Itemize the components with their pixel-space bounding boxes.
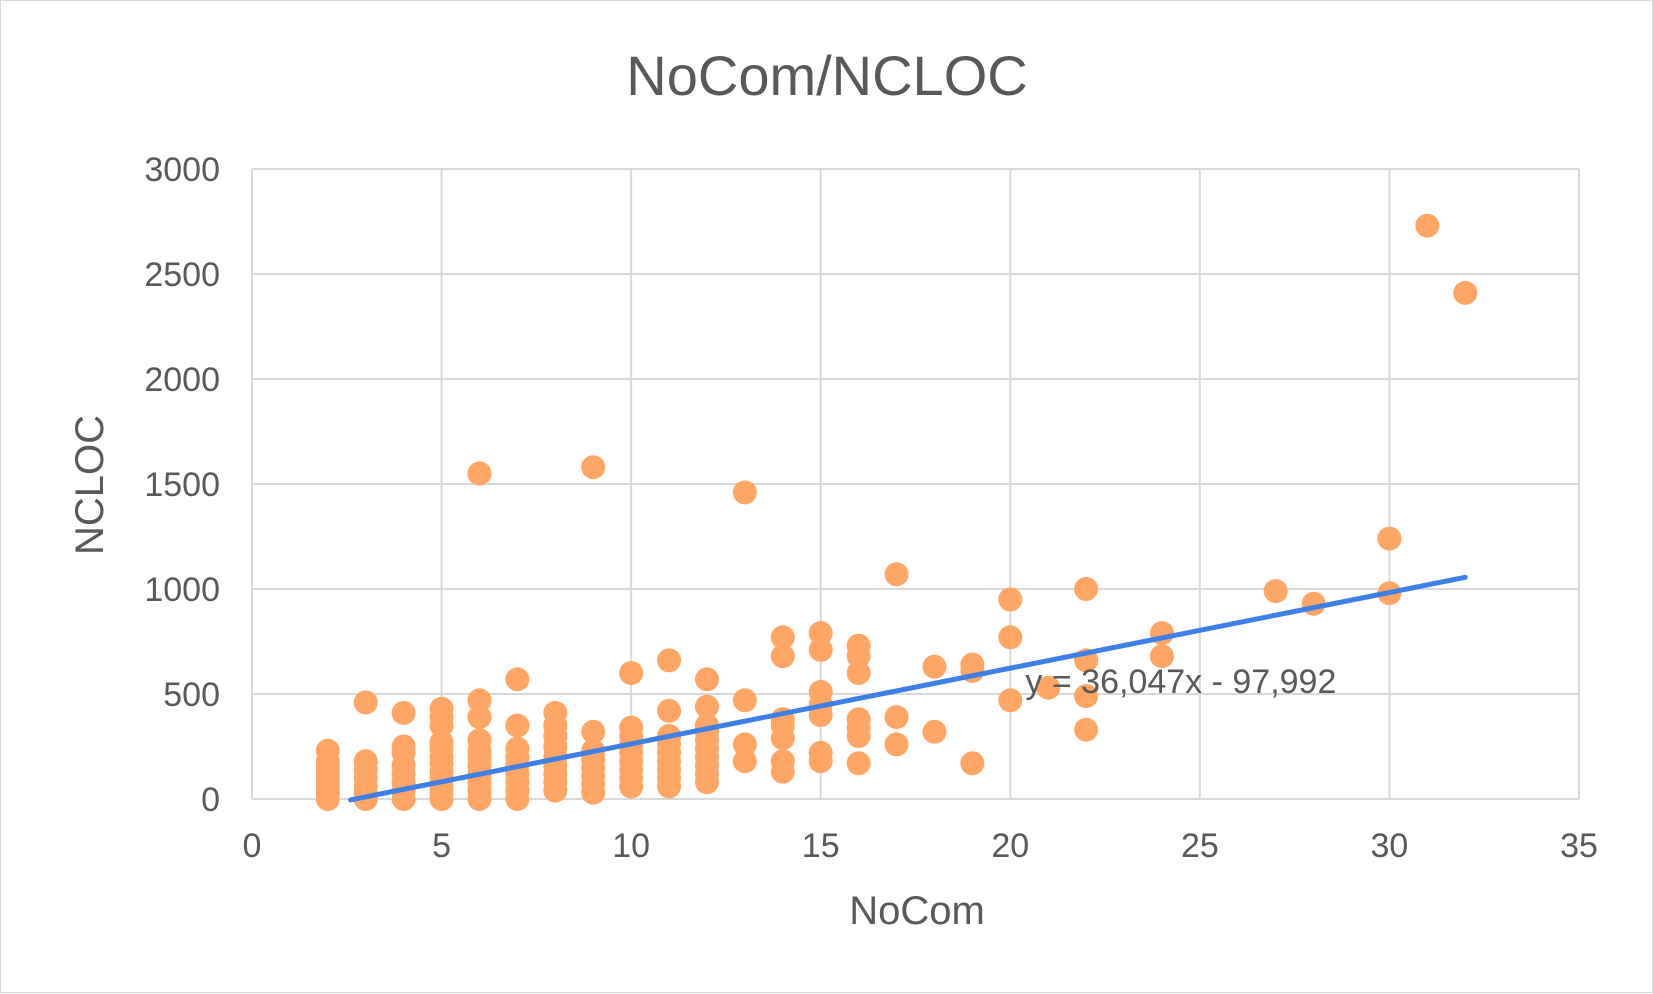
axis-tick-labels: 0 5 10 15 20 25 30 35 0 500 1000 1500 2000 2500 3000 xyxy=(144,151,1598,865)
data-point xyxy=(353,749,378,774)
data-point xyxy=(657,648,682,673)
data-point xyxy=(429,730,454,755)
data-point xyxy=(884,732,909,757)
data-point xyxy=(732,732,757,757)
x-axis-title: NoCom xyxy=(849,889,985,933)
data-point xyxy=(505,667,530,692)
data-point xyxy=(1036,675,1061,700)
data-point xyxy=(998,587,1023,612)
data-point xyxy=(884,705,909,730)
data-point xyxy=(884,562,909,587)
data-point xyxy=(770,749,795,774)
data-points xyxy=(315,213,1478,811)
data-point xyxy=(770,625,795,650)
data-point xyxy=(732,480,757,505)
data-point xyxy=(998,688,1023,713)
data-point xyxy=(732,749,757,774)
x-tick-label: 10 xyxy=(612,827,650,865)
y-tick-label: 0 xyxy=(201,781,220,819)
data-point xyxy=(732,688,757,713)
data-point xyxy=(429,696,454,721)
x-tick-label: 25 xyxy=(1181,827,1219,865)
data-point xyxy=(505,713,530,738)
data-point xyxy=(619,715,644,740)
data-point xyxy=(581,719,606,744)
data-point xyxy=(808,637,833,662)
data-point xyxy=(467,461,492,486)
data-point xyxy=(1377,526,1402,551)
data-point xyxy=(1453,280,1478,305)
data-point xyxy=(1415,213,1440,238)
trendline-equation: y = 36,047x - 97,992 xyxy=(1025,663,1336,701)
x-tick-label: 30 xyxy=(1371,827,1409,865)
gridlines xyxy=(251,168,1580,800)
data-point xyxy=(391,734,416,759)
y-tick-label: 2000 xyxy=(144,361,220,399)
x-tick-label: 35 xyxy=(1560,827,1598,865)
x-tick-label: 5 xyxy=(432,827,451,865)
y-tick-label: 1000 xyxy=(144,571,220,609)
data-point xyxy=(1263,579,1288,604)
data-point xyxy=(846,633,871,658)
data-point xyxy=(315,738,340,763)
data-point xyxy=(808,679,833,704)
y-tick-label: 3000 xyxy=(144,151,220,189)
data-point xyxy=(960,751,985,776)
data-point xyxy=(543,700,568,725)
data-point xyxy=(808,740,833,765)
data-point xyxy=(467,705,492,730)
data-point xyxy=(1074,577,1099,601)
data-point xyxy=(467,728,492,753)
data-point xyxy=(467,688,492,713)
y-tick-label: 1500 xyxy=(144,466,220,504)
data-point xyxy=(694,694,719,719)
data-point xyxy=(657,698,682,723)
data-point xyxy=(1074,717,1099,742)
trendline-layer: y = 36,047x - 97,992 xyxy=(348,574,1468,803)
data-point xyxy=(619,661,644,685)
y-axis-title: NCLOC xyxy=(68,415,112,555)
chart-title: NoCom/NCLOC xyxy=(626,44,1027,107)
x-tick-label: 0 xyxy=(243,827,262,865)
data-point xyxy=(922,654,947,679)
trendline xyxy=(348,574,1468,803)
data-point xyxy=(922,719,947,744)
data-point xyxy=(770,644,795,669)
x-tick-label: 20 xyxy=(991,827,1029,865)
y-tick-label: 500 xyxy=(163,676,220,714)
data-point xyxy=(694,667,719,692)
data-point xyxy=(998,625,1023,650)
data-point xyxy=(846,707,871,732)
y-tick-label: 2500 xyxy=(144,256,220,294)
data-point xyxy=(960,652,985,677)
data-point xyxy=(505,736,530,761)
data-point xyxy=(1149,644,1174,669)
data-point xyxy=(808,621,833,646)
data-point xyxy=(391,700,416,725)
x-tick-label: 15 xyxy=(802,827,840,865)
data-point xyxy=(846,751,871,776)
data-point xyxy=(581,455,606,480)
data-point xyxy=(1074,684,1099,709)
data-point xyxy=(846,661,871,685)
data-point xyxy=(353,690,378,715)
